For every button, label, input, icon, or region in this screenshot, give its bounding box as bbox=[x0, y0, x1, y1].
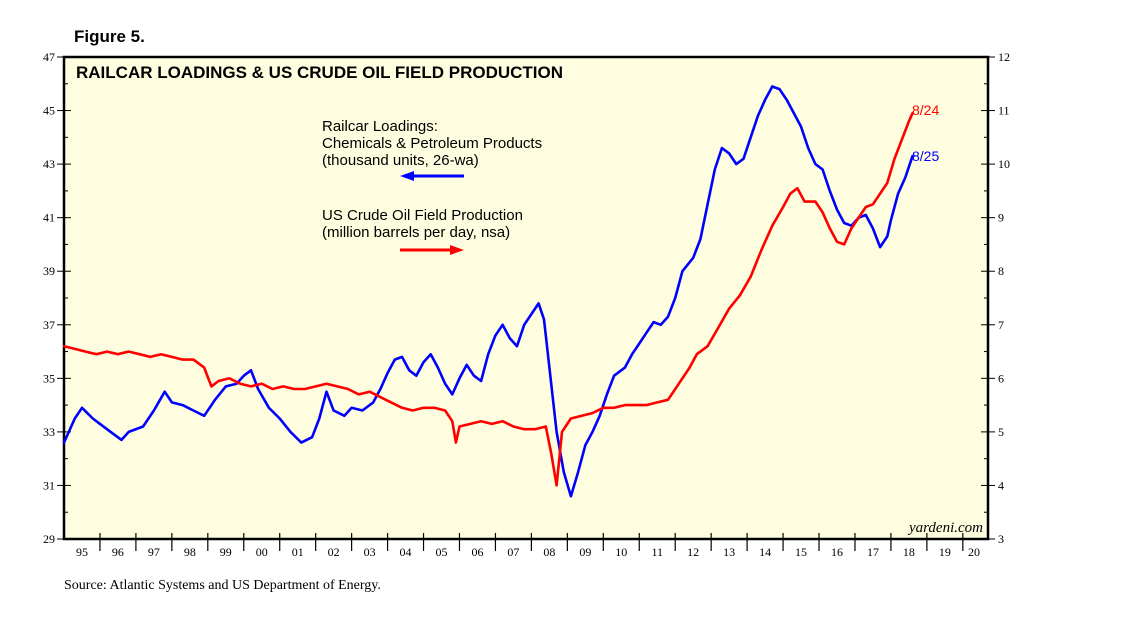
x-tick-label: 15 bbox=[795, 545, 807, 559]
x-tick-label: 20 bbox=[968, 545, 980, 559]
figure-label: Figure 5. bbox=[74, 27, 145, 46]
oil-annotation-line-2: (million barrels per day, nsa) bbox=[322, 224, 510, 241]
x-tick-label: 96 bbox=[112, 545, 124, 559]
y-left-tick-label: 47 bbox=[43, 50, 55, 64]
railcar-loadings-line bbox=[62, 85, 914, 498]
y-left-tick-label: 37 bbox=[43, 318, 55, 332]
x-tick-label: 16 bbox=[831, 545, 843, 559]
y-right-tick-label: 4 bbox=[998, 478, 1004, 492]
plot-area bbox=[62, 55, 990, 541]
x-tick-label: 11 bbox=[651, 545, 663, 559]
y-left-tick-label: 45 bbox=[43, 104, 55, 118]
x-tick-label: 01 bbox=[292, 545, 304, 559]
y-left-tick-label: 31 bbox=[43, 478, 55, 492]
x-tick-label: 05 bbox=[436, 545, 448, 559]
y-right-tick-label: 9 bbox=[998, 211, 1004, 225]
brand-watermark: yardeni.com bbox=[907, 520, 983, 536]
x-tick-label: 06 bbox=[471, 545, 483, 559]
x-tick-label: 10 bbox=[615, 545, 627, 559]
y-left-tick-label: 39 bbox=[43, 264, 55, 278]
oil-annotation-line-1: US Crude Oil Field Production bbox=[322, 207, 523, 224]
oil-end-label: 8/24 bbox=[912, 102, 939, 118]
railcar-annotation-line-2: Chemicals & Petroleum Products bbox=[322, 135, 542, 152]
series-lines bbox=[62, 85, 914, 498]
railcar-end-label: 8/25 bbox=[912, 148, 939, 164]
chart-title: RAILCAR LOADINGS & US CRUDE OIL FIELD PR… bbox=[76, 63, 563, 82]
y-left-tick-label: 43 bbox=[43, 157, 55, 171]
railcar-annotation-line-1: Railcar Loadings: bbox=[322, 118, 438, 135]
x-tick-label: 07 bbox=[507, 545, 519, 559]
x-tick-label: 17 bbox=[867, 545, 879, 559]
y-right-tick-label: 7 bbox=[998, 318, 1004, 332]
x-tick-label: 99 bbox=[220, 545, 232, 559]
crude-oil-production-line bbox=[62, 111, 914, 487]
x-tick-label: 08 bbox=[543, 545, 555, 559]
x-tick-label: 95 bbox=[76, 545, 88, 559]
y-left-tick-label: 41 bbox=[43, 211, 55, 225]
railcar-annotation-line-3: (thousand units, 26-wa) bbox=[322, 152, 479, 169]
y-right-tick-label: 3 bbox=[998, 532, 1004, 546]
x-tick-label: 98 bbox=[184, 545, 196, 559]
x-tick-label: 12 bbox=[687, 545, 699, 559]
y-left-tick-label: 29 bbox=[43, 532, 55, 546]
y-left-tick-label: 33 bbox=[43, 425, 55, 439]
x-tick-label: 00 bbox=[256, 545, 268, 559]
x-tick-label: 09 bbox=[579, 545, 591, 559]
oil-annotation: US Crude Oil Field Production (million b… bbox=[322, 207, 523, 255]
y-right-tick-label: 11 bbox=[998, 104, 1010, 118]
railcar-annotation: Railcar Loadings: Chemicals & Petroleum … bbox=[322, 118, 542, 181]
y-left-tick-label: 35 bbox=[43, 371, 55, 385]
x-tick-label: 19 bbox=[939, 545, 951, 559]
x-tick-label: 02 bbox=[328, 545, 340, 559]
railcar-left-arrow-icon bbox=[400, 171, 414, 181]
x-tick-label: 97 bbox=[148, 545, 160, 559]
source-note: Source: Atlantic Systems and US Departme… bbox=[64, 578, 381, 593]
oil-right-arrow-icon bbox=[450, 245, 464, 255]
x-tick-label: 13 bbox=[723, 545, 735, 559]
x-tick-label: 14 bbox=[759, 545, 771, 559]
y-right-tick-label: 12 bbox=[998, 50, 1010, 64]
x-tick-label: 18 bbox=[903, 545, 915, 559]
x-tick-label: 03 bbox=[364, 545, 376, 559]
y-right-tick-label: 5 bbox=[998, 425, 1004, 439]
y-right-tick-label: 10 bbox=[998, 157, 1010, 171]
y-right-tick-label: 8 bbox=[998, 264, 1004, 278]
y-right-tick-label: 6 bbox=[998, 371, 1004, 385]
x-tick-label: 04 bbox=[400, 545, 412, 559]
